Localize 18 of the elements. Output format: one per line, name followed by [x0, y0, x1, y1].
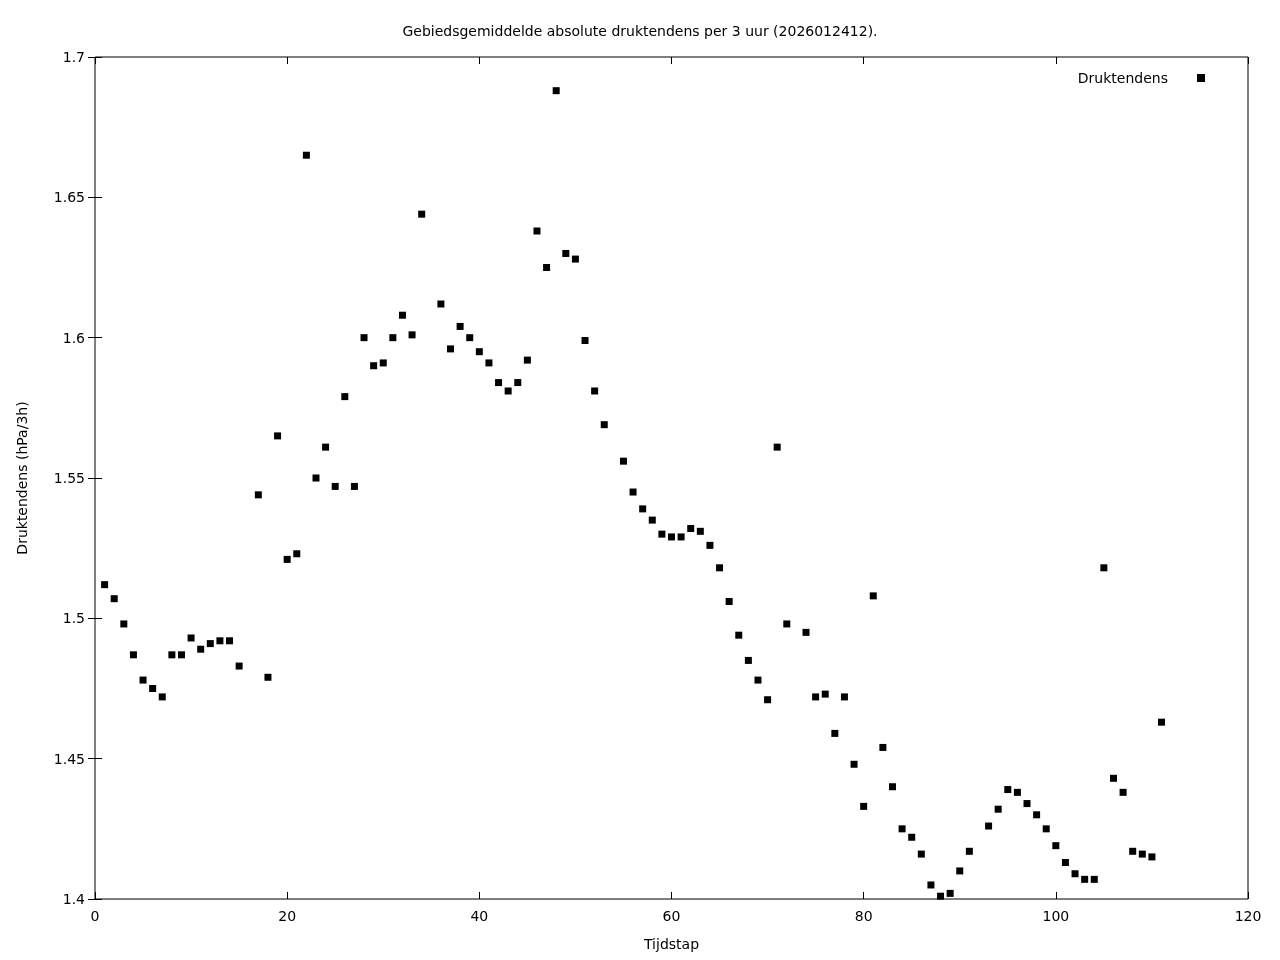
x-tick-label: 60	[662, 908, 681, 924]
y-tick-label: 1.55	[53, 470, 85, 486]
x-tick-label: 20	[278, 908, 297, 924]
x-tick-label: 80	[854, 908, 873, 924]
y-tick-label: 1.7	[62, 49, 85, 65]
x-tick-label: 100	[1042, 908, 1070, 924]
x-axis-title: Tijdstap	[642, 936, 700, 952]
y-tick-label: 1.5	[62, 610, 85, 627]
x-tick-label: 120	[1234, 908, 1262, 924]
y-tick-label: 1.4	[62, 891, 86, 907]
y-axis-title: Druktendens (hPa/3h)	[14, 401, 30, 555]
x-tick-label: 0	[90, 908, 100, 924]
y-tick-label: 1.45	[53, 750, 85, 767]
y-tick-label: 1.6	[62, 329, 86, 346]
x-tick-label: 40	[470, 908, 489, 924]
y-tick-label: 1.65	[53, 189, 85, 206]
chart-title: Gebiedsgemiddelde absolute druktendens per 3 uur (2026012412).	[402, 23, 878, 39]
legend-label: Druktendens	[1077, 70, 1168, 86]
